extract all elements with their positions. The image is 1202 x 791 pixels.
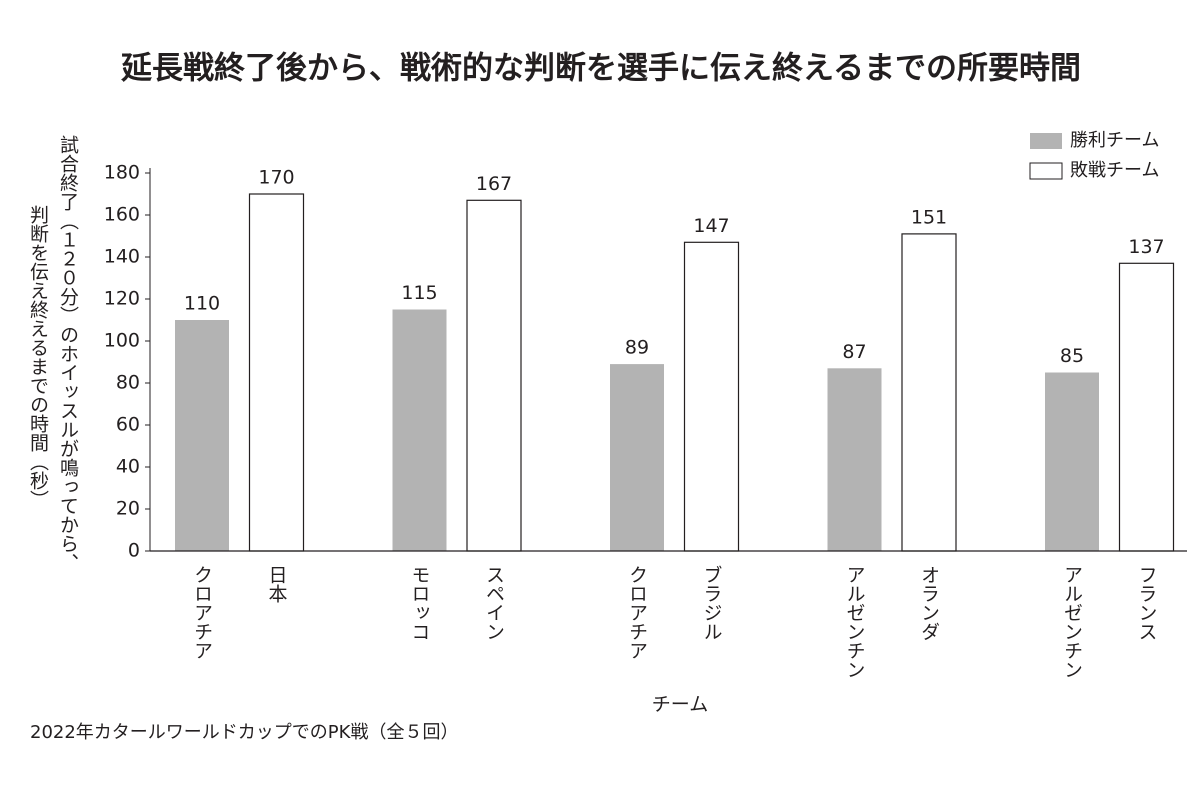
y-tick-label: 80 <box>116 372 140 394</box>
y-tick-label: 100 <box>104 330 140 352</box>
value-label: 151 <box>911 206 947 228</box>
x-tick-label: スペイン <box>483 565 505 641</box>
bar <box>466 199 522 552</box>
value-label: 115 <box>401 282 437 304</box>
bar <box>248 193 305 552</box>
value-label: 147 <box>693 215 729 237</box>
value-label: 87 <box>842 341 866 363</box>
value-label: 110 <box>184 293 220 315</box>
bar <box>827 368 882 551</box>
footnote: 2022年カタールワールドカップでのPK戦（全５回） <box>30 722 458 743</box>
y-tick-label: 120 <box>104 288 140 310</box>
bar <box>175 320 229 551</box>
bar <box>610 364 664 551</box>
y-tick-label: 160 <box>104 204 140 226</box>
chart-title: 延長戦終了後から、戦術的な判断を選手に伝え終えるまでの所要時間 <box>120 51 1081 87</box>
x-tick-label: アルゼンチン <box>844 565 866 679</box>
legend-label: 敗戦チーム <box>1070 160 1159 181</box>
bar <box>1045 372 1099 551</box>
bar <box>392 309 447 551</box>
y-tick-label: 60 <box>116 414 140 436</box>
x-tick-label: モロッコ <box>409 565 431 641</box>
bar <box>683 241 740 552</box>
x-tick-label: アルゼンチン <box>1061 565 1083 679</box>
legend-swatch <box>1030 133 1062 149</box>
bar <box>901 233 957 552</box>
x-tick-label: クロアチア <box>626 565 648 660</box>
value-label: 137 <box>1128 236 1164 258</box>
bar <box>1118 262 1175 552</box>
y-tick-label: 180 <box>104 162 140 184</box>
value-label: 167 <box>476 173 512 195</box>
x-tick-label: フランス <box>1136 565 1158 641</box>
y-tick-label: 0 <box>128 540 140 562</box>
x-tick-label: ブラジル <box>701 565 723 641</box>
value-label: 89 <box>625 337 649 359</box>
x-tick-label: オランダ <box>918 565 940 641</box>
value-label: 85 <box>1060 345 1084 367</box>
value-label: 170 <box>258 167 294 189</box>
y-axis-label: 試合終了（１２０分）のホイッスルが鳴ってから、 <box>57 135 79 572</box>
x-tick-label: クロアチア <box>191 565 213 660</box>
x-tick-label: 日本 <box>266 565 288 603</box>
y-tick-label: 20 <box>116 498 140 520</box>
y-tick-label: 140 <box>104 246 140 268</box>
x-axis-label: チーム <box>652 694 708 716</box>
legend-swatch <box>1029 162 1063 180</box>
legend-label: 勝利チーム <box>1070 130 1159 151</box>
y-tick-label: 40 <box>116 456 140 478</box>
y-axis-label: 判断を伝え終えるまでの時間（秒） <box>27 205 49 509</box>
